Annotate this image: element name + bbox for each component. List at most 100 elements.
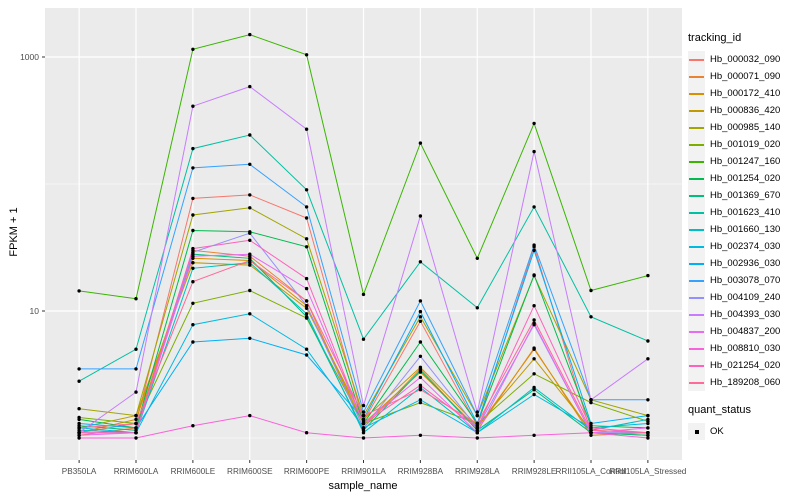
data-point xyxy=(361,292,366,297)
data-point xyxy=(304,188,309,192)
legend-key-line-icon xyxy=(689,177,704,180)
data-point xyxy=(191,104,195,108)
data-point xyxy=(475,421,479,426)
x-tick-label: RRIM600SE xyxy=(227,467,273,476)
legend-entry-label: Hb_001247_160 xyxy=(710,156,781,167)
data-point xyxy=(248,162,252,166)
data-point xyxy=(77,421,81,426)
legend-entry-label: Hb_000172_410 xyxy=(710,88,781,99)
data-point xyxy=(248,238,252,242)
data-point xyxy=(475,428,479,432)
legend-key xyxy=(688,102,705,119)
legend-key-line-icon xyxy=(689,160,704,163)
data-point xyxy=(418,299,423,303)
data-point xyxy=(646,433,650,437)
data-point xyxy=(191,280,195,284)
legend-entry-label: Hb_001623_410 xyxy=(710,207,781,218)
data-point xyxy=(418,383,423,387)
legend-key-line-icon xyxy=(689,143,704,146)
legend-entry: Hb_003078_070 xyxy=(688,272,800,289)
data-point xyxy=(191,424,195,428)
data-point xyxy=(77,431,81,435)
legend-entry-label: Hb_001660_130 xyxy=(710,224,781,235)
legend-key xyxy=(688,374,705,391)
legend-key xyxy=(688,289,705,306)
data-point xyxy=(589,426,593,430)
legend-key xyxy=(688,255,705,272)
legend-key xyxy=(688,204,705,221)
data-point xyxy=(77,417,81,422)
data-point xyxy=(304,299,309,303)
data-point xyxy=(77,436,81,440)
legend-entry: Hb_021254_020 xyxy=(688,357,800,374)
ok-point-icon xyxy=(694,429,699,434)
data-point xyxy=(77,289,81,293)
data-point xyxy=(475,256,479,260)
x-tick-label: RRII105LA_Control xyxy=(556,467,627,476)
data-point xyxy=(304,286,309,291)
data-point xyxy=(532,149,536,154)
data-point xyxy=(475,413,479,418)
data-point xyxy=(532,248,536,253)
data-point xyxy=(361,426,366,430)
data-point xyxy=(191,228,195,233)
data-point xyxy=(475,436,479,440)
legend-entry: Hb_001247_160 xyxy=(688,153,800,170)
legend: tracking_id Hb_000032_090 Hb_000071_090 Hb… xyxy=(688,32,800,440)
legend-key-line-icon xyxy=(689,228,704,231)
data-point xyxy=(361,417,366,422)
data-point xyxy=(589,421,593,426)
data-point xyxy=(646,339,650,343)
legend-title-tracking-id: tracking_id xyxy=(688,32,742,44)
legend-key xyxy=(688,170,705,187)
legend-key xyxy=(688,51,705,68)
legend-key xyxy=(688,323,705,340)
legend-entry-label: Hb_002374_030 xyxy=(710,241,781,252)
data-point xyxy=(248,288,252,293)
data-point xyxy=(304,312,309,316)
legend-key xyxy=(688,119,705,136)
data-point xyxy=(532,385,536,390)
data-point xyxy=(134,421,138,426)
data-point xyxy=(418,400,423,405)
data-point xyxy=(589,433,593,437)
data-point xyxy=(77,407,81,411)
data-point xyxy=(418,365,423,369)
x-tick-label: PB350LA xyxy=(62,467,97,476)
data-point xyxy=(304,306,309,310)
data-point xyxy=(532,321,536,325)
data-point xyxy=(361,410,366,414)
data-point xyxy=(134,390,138,394)
data-point xyxy=(191,166,195,170)
data-point xyxy=(532,304,536,308)
legend-entry: Hb_001660_130 xyxy=(688,221,800,238)
data-point xyxy=(248,231,252,235)
legend-entry: Hb_001369_670 xyxy=(688,187,800,204)
data-point xyxy=(248,258,252,263)
data-point xyxy=(191,266,195,270)
legend-entry-label: Hb_002936_030 xyxy=(710,258,781,269)
data-point xyxy=(191,250,195,254)
y-axis-title: FPKM + 1 xyxy=(8,207,20,257)
legend-entry: Hb_000172_410 xyxy=(688,85,800,102)
data-point xyxy=(191,261,195,265)
legend-key-line-icon xyxy=(689,262,704,265)
data-point xyxy=(418,309,423,314)
data-point xyxy=(361,421,366,426)
data-point xyxy=(304,205,309,209)
legend-key-line-icon xyxy=(689,92,704,95)
data-point xyxy=(532,433,536,437)
data-point xyxy=(589,431,593,435)
legend-entry-label: Hb_004109_240 xyxy=(710,292,781,303)
data-point xyxy=(77,426,81,430)
data-point xyxy=(191,246,195,251)
data-point xyxy=(248,206,252,210)
legend-key-line-icon xyxy=(689,381,704,384)
legend-entry: Hb_008810_030 xyxy=(688,340,800,357)
data-point xyxy=(532,205,536,209)
data-point xyxy=(77,379,81,383)
data-point xyxy=(532,273,536,277)
data-point xyxy=(77,428,81,432)
data-point xyxy=(646,357,650,361)
